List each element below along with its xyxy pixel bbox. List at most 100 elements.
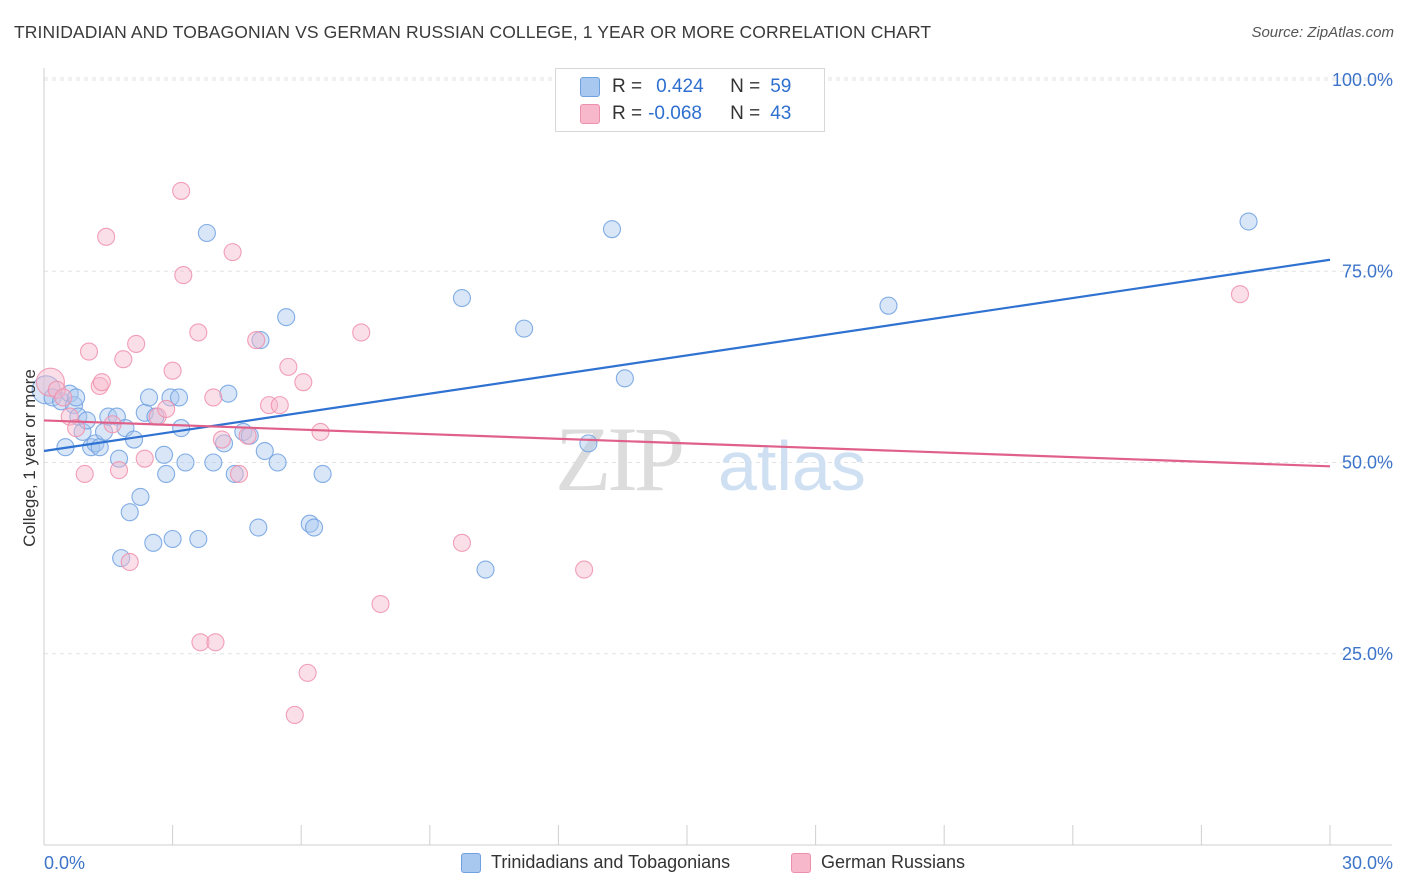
point-german-russian — [191, 633, 210, 652]
point-german-russian — [92, 373, 111, 392]
y-tick-label: 50.0% — [1342, 453, 1393, 473]
legend-row-trinidadian: R = 0.424 N = 59 — [580, 75, 791, 99]
point-trinidadian — [189, 529, 208, 549]
point-trinidadian — [204, 453, 223, 472]
point-german-russian — [371, 594, 390, 614]
point-trinidadian — [219, 384, 238, 403]
point-german-russian — [127, 334, 146, 353]
legend-swatch-blue — [580, 77, 600, 97]
point-trinidadian — [452, 288, 472, 308]
point-german-russian — [109, 461, 129, 480]
point-trinidadian — [172, 419, 191, 438]
point-german-russian — [157, 399, 176, 419]
stats-legend: R = 0.424 N = 59 R = -0.068 N = 43 — [555, 68, 825, 132]
point-german-russian — [204, 388, 223, 407]
point-trinidadian — [251, 331, 270, 350]
point-trinidadian — [139, 388, 159, 407]
point-german-russian — [259, 396, 279, 415]
n-label: N = — [730, 103, 761, 124]
r-label: R = — [612, 76, 643, 97]
trend-line-german-russian — [43, 419, 1331, 468]
point-trinidadian — [1239, 212, 1258, 231]
point-trinidadian — [305, 518, 324, 537]
legend-swatch-blue — [461, 852, 481, 873]
point-german-russian — [452, 533, 472, 552]
legend-swatch-pink — [791, 852, 811, 873]
n-value: 59 — [770, 76, 792, 97]
point-german-russian — [75, 464, 94, 484]
point-german-russian — [229, 464, 249, 484]
point-german-russian — [247, 331, 266, 350]
point-trinidadian — [169, 388, 189, 407]
x-tick-label: 0.0% — [44, 853, 85, 873]
point-german-russian — [352, 323, 371, 342]
n-label: N = — [730, 76, 761, 97]
point-trinidadian — [112, 549, 131, 568]
point-german-russian — [120, 552, 139, 572]
point-german-russian — [223, 243, 242, 262]
watermark-atlas: atlas — [718, 427, 866, 505]
y-tick-label: 75.0% — [1342, 261, 1393, 281]
point-trinidadian — [154, 445, 174, 464]
point-trinidadian — [131, 487, 150, 506]
legend-series-name: German Russians — [821, 852, 966, 872]
trend-line-trinidadian — [43, 258, 1331, 453]
point-trinidadian — [255, 441, 274, 461]
trend-lines — [43, 258, 1331, 468]
bottom-legend-trinidadian: Trinidadians and Tobagonians — [461, 852, 730, 873]
legend-row-german-russian: R = -0.068 N = 43 — [580, 102, 791, 126]
point-german-russian — [114, 350, 133, 369]
point-trinidadian — [67, 388, 86, 407]
point-trinidadian — [77, 411, 96, 430]
bottom-legend-german-russian: German Russians — [791, 852, 965, 873]
point-german-russian — [172, 181, 191, 200]
point-trinidadian — [144, 533, 163, 552]
point-german-russian — [575, 560, 594, 579]
point-german-russian — [163, 361, 182, 380]
watermark: ZIP atlas — [555, 408, 866, 510]
point-trinidadian — [602, 220, 622, 239]
point-trinidadian — [515, 319, 534, 338]
tick-labels: 25.0% 50.0% 75.0% 100.0% 0.0% 30.0% — [44, 70, 1393, 873]
point-trinidadian — [277, 308, 296, 327]
point-trinidadian — [120, 503, 139, 522]
point-german-russian — [174, 266, 193, 285]
point-german-russian — [79, 342, 99, 361]
point-german-russian — [270, 396, 289, 415]
point-german-russian — [103, 415, 122, 434]
r-label: R = — [612, 103, 643, 124]
point-trinidadian — [225, 464, 244, 484]
axes — [43, 68, 1392, 846]
point-german-russian — [311, 422, 330, 441]
point-german-russian — [54, 388, 73, 407]
gridlines — [44, 77, 1392, 655]
point-german-russian — [294, 373, 313, 392]
point-trinidadian — [476, 560, 495, 579]
point-german-russian — [212, 430, 231, 449]
point-german-russian — [1230, 285, 1250, 304]
point-german-russian — [206, 633, 225, 652]
point-trinidadian — [879, 296, 898, 315]
point-german-russian — [135, 449, 154, 468]
point-german-russian — [279, 357, 298, 376]
y-tick-label: 25.0% — [1342, 644, 1393, 664]
point-german-russian — [67, 419, 86, 438]
point-trinidadian — [176, 453, 195, 472]
n-value: 43 — [770, 103, 792, 124]
point-german-russian — [189, 323, 208, 342]
chart-title: TRINIDADIAN AND TOBAGONIAN VS GERMAN RUS… — [14, 22, 932, 42]
source-label: Source: ZipAtlas.com — [1251, 24, 1394, 41]
r-value: 0.424 — [656, 76, 704, 97]
r-value: -0.068 — [648, 103, 702, 124]
point-trinidadian — [615, 369, 634, 388]
point-german-russian — [238, 426, 257, 445]
y-tick-label: 100.0% — [1332, 70, 1393, 90]
y-axis-label: College, 1 year or more — [20, 369, 39, 547]
point-german-russian — [97, 227, 116, 246]
point-trinidadian — [64, 396, 84, 415]
point-german-russian — [285, 705, 304, 725]
point-german-russian — [47, 380, 66, 399]
point-trinidadian — [163, 529, 182, 549]
x-tick-label: 30.0% — [1342, 853, 1393, 873]
